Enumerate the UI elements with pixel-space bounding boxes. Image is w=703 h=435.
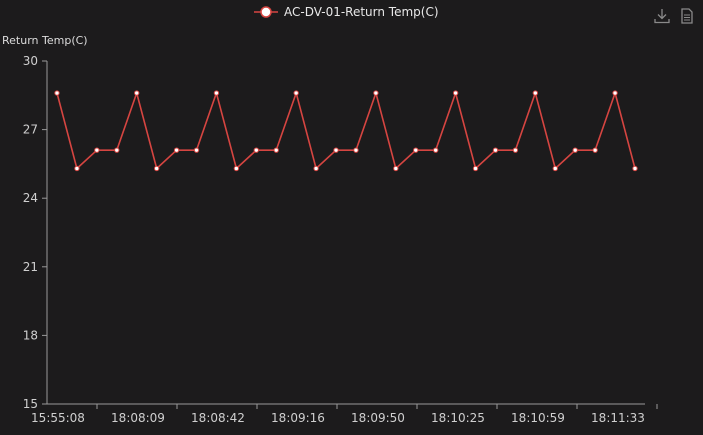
data-point[interactable]	[432, 147, 439, 153]
x-tick-label: 18:11:33	[591, 411, 645, 425]
legend[interactable]: AC-DV-01-Return Temp(C)	[254, 5, 439, 19]
y-tick-label: 21	[23, 260, 38, 274]
data-point[interactable]	[293, 90, 299, 96]
data-point[interactable]	[532, 90, 539, 96]
legend-marker	[260, 6, 272, 18]
x-tick-label: 15:55:08	[31, 411, 85, 425]
data-point[interactable]	[373, 90, 379, 96]
legend-series-label: AC-DV-01-Return Temp(C)	[284, 5, 439, 19]
y-tick-label: 15	[23, 397, 38, 411]
data-point[interactable]	[592, 147, 598, 153]
data-point[interactable]	[313, 165, 319, 172]
x-tick-label: 18:08:09	[111, 411, 165, 425]
series-line	[56, 90, 636, 170]
y-tick-label: 24	[23, 191, 38, 205]
x-axis-ticks: 15:55:08 18:08:09 18:08:42 18:09:16 18:09:50…	[31, 404, 658, 425]
data-point[interactable]	[632, 165, 638, 172]
data-point[interactable]	[353, 147, 359, 153]
y-tick-label: 30	[23, 54, 38, 68]
data-point[interactable]	[193, 147, 200, 153]
y-axis-label: Return Temp(C)	[2, 34, 88, 47]
data-point[interactable]	[612, 90, 618, 96]
data-point[interactable]	[233, 165, 240, 172]
data-point[interactable]	[253, 147, 260, 153]
download-icon[interactable]	[653, 7, 671, 25]
data-point[interactable]	[413, 147, 419, 153]
data-point[interactable]	[333, 147, 339, 153]
data-point[interactable]	[492, 147, 499, 153]
data-view-icon[interactable]	[678, 7, 696, 25]
data-point[interactable]	[213, 90, 220, 96]
y-tick-label: 18	[23, 328, 38, 342]
data-point[interactable]	[173, 147, 180, 153]
data-point[interactable]	[552, 165, 558, 172]
series-layer	[54, 90, 638, 172]
x-tick-label: 18:09:16	[271, 411, 325, 425]
data-point[interactable]	[393, 165, 399, 172]
data-point[interactable]	[134, 90, 140, 96]
data-point[interactable]	[153, 165, 160, 172]
y-axis-ticks: 15 18 21 24 27 30	[23, 54, 47, 411]
x-tick-label: 18:10:59	[511, 411, 565, 425]
data-point[interactable]	[472, 165, 479, 172]
data-point[interactable]	[114, 147, 120, 153]
data-point[interactable]	[273, 147, 279, 153]
data-point[interactable]	[572, 147, 578, 153]
data-point[interactable]	[94, 147, 100, 153]
x-tick-label: 18:10:25	[431, 411, 485, 425]
data-point[interactable]	[452, 90, 459, 96]
x-tick-label: 18:08:42	[191, 411, 245, 425]
data-point[interactable]	[512, 147, 519, 153]
y-tick-label: 27	[23, 123, 38, 137]
data-point[interactable]	[54, 90, 60, 96]
x-tick-label: 18:09:50	[351, 411, 405, 425]
data-point[interactable]	[74, 165, 80, 172]
